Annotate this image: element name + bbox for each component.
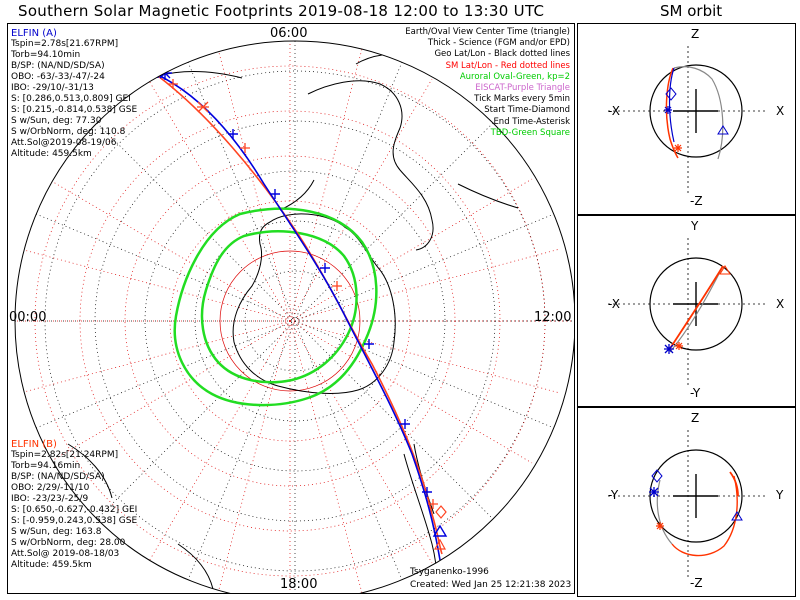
elfin-b-ticks [168,79,438,509]
orbit-title: SM orbit [660,2,723,20]
elfin-b-line: Tspin=2.82s[21.24RPM] [11,450,119,460]
axis-label-right: Y [776,488,784,502]
elfin-b-line: B/SP: (NA/ND/SD/SA) [11,472,105,482]
auroral-oval [173,207,378,407]
elfin-b-view-triangle [433,538,447,550]
elfin-a-info: ELFIN (A) Tspin=2.78s[21.67RPM] Torb=94.… [11,28,137,160]
hour-label-bottom: 18:00 [280,577,318,592]
elfin-b-track [157,75,443,555]
axis-label-top: Y [691,219,699,233]
axis-label-left: -X [608,104,620,118]
axis-label-left: -X [608,297,620,311]
axis-label-bottom: -Z [690,194,703,208]
elfin-b-line: S w/OrbNorm, deg: 28.00 [11,538,126,548]
elfin-a-track [155,73,441,561]
legend-item: TBD-Green Square [490,127,570,138]
elfin-b-line: S w/Sun, deg: 163.8 [11,527,102,537]
model-label: Tsyganenko-1996 [410,567,489,577]
axis-label-top: Z [691,411,700,425]
elfin-b-info: ELFIN (B) Tspin=2.82s[21.24RPM] Torb=94.… [11,439,137,571]
axis-label-top: Z [691,27,700,41]
elfin-b-line: OBO: 2/29/-11/10 [11,483,90,493]
elfin-b-line: S: [0.650,-0.627,-0.432] GEI [11,505,138,515]
legend-item: Start Time-Diamond [484,105,570,116]
hour-label-top: 06:00 [270,26,308,41]
elfin-b-line: Att.Sol@ 2019-08-18/03 [11,549,120,559]
elfin-a-line: S: [0.215,-0.814,0.538] GSE [11,105,138,115]
elfin-a-line: OBO: -63/-33/-47/-24 [11,72,105,82]
sm-grid [15,41,574,593]
axis-label-bottom: -Y [690,386,701,400]
axis-label-right: X [776,297,785,311]
orbit-panel-xz-canvas [608,46,768,196]
axis-label-right: X [776,104,785,118]
elfin-a-line: Att.Sol@2019-08-19/06 [11,138,117,148]
elfin-b-line: Altitude: 459.5km [11,560,92,570]
elfin-a-line: Tspin=2.78s[21.67RPM] [11,39,119,49]
elfin-a-ticks [153,67,432,497]
elfin-b-start-diamond [435,505,447,519]
elfin-a-line: Altitude: 459.5km [11,149,92,159]
orbit-panel-xz[interactable]: Z -Z -X X [577,23,796,215]
elfin-a-title: ELFIN (A) [11,28,57,39]
elfin-a-line: S w/Sun, deg: 77.30 [11,116,102,126]
legend-item: End Time-Asterisk [493,116,570,127]
orbit-panel-yz-canvas [608,430,768,580]
elfin-a-line: S w/OrbNorm, deg: 110.8 [11,127,126,137]
orbit-panel-xy-canvas [608,238,768,388]
hour-label-left: 00:00 [9,310,47,325]
globe-outline [14,40,574,593]
footprint-map-canvas [14,40,574,593]
elfin-a-line: Torb=94.10min [11,50,81,60]
legend-item: EISCAT-Purple Triangle [475,83,570,94]
legend-item: Geo Lat/Lon - Black dotted lines [434,49,570,60]
elfin-b-title: ELFIN (B) [11,439,57,450]
axis-label-bottom: -Z [690,576,703,590]
axis-label-left: -Y [608,488,619,502]
legend-item: Tick Marks every 5min [474,94,570,105]
legend-item: Auroral Oval-Green, kp=2 [459,71,570,82]
page-title: Southern Solar Magnetic Footprints 2019-… [18,2,545,20]
legend-item: SM Lat/Lon - Red dotted lines [445,60,570,71]
elfin-a-line: S: [0.286,0.513,0.809] GEI [11,94,131,104]
hour-label-right: 12:00 [534,310,572,325]
elfin-a-line: IBO: -29/10/-31/13 [11,83,94,93]
legend-item: Thick - Science (FGM and/or EPD) [427,38,570,49]
legend: Earth/Oval View Center Time (triangle) T… [405,27,570,139]
elfin-a-view-triangle [432,524,448,537]
footprint-map[interactable]: 06:00 00:00 12:00 18:00 ELFIN (A) Tspin=… [7,23,575,594]
elfin-b-line: S: [-0.959,0.243,0.538] GSE [11,516,138,526]
elfin-b-line: Torb=94.16min [11,461,81,471]
created-label: Created: Wed Jan 25 12:21:38 2023 [410,580,572,590]
elfin-b-line: IBO: -23/23/-25/9 [11,494,89,504]
legend-item: Earth/Oval View Center Time (triangle) [405,27,570,37]
elfin-a-line: B/SP: (NA/ND/SD/SA) [11,61,105,71]
orbit-panel-xy[interactable]: Y -Y -X X [577,215,796,407]
orbit-panel-yz[interactable]: Z -Z -Y Y [577,407,796,597]
